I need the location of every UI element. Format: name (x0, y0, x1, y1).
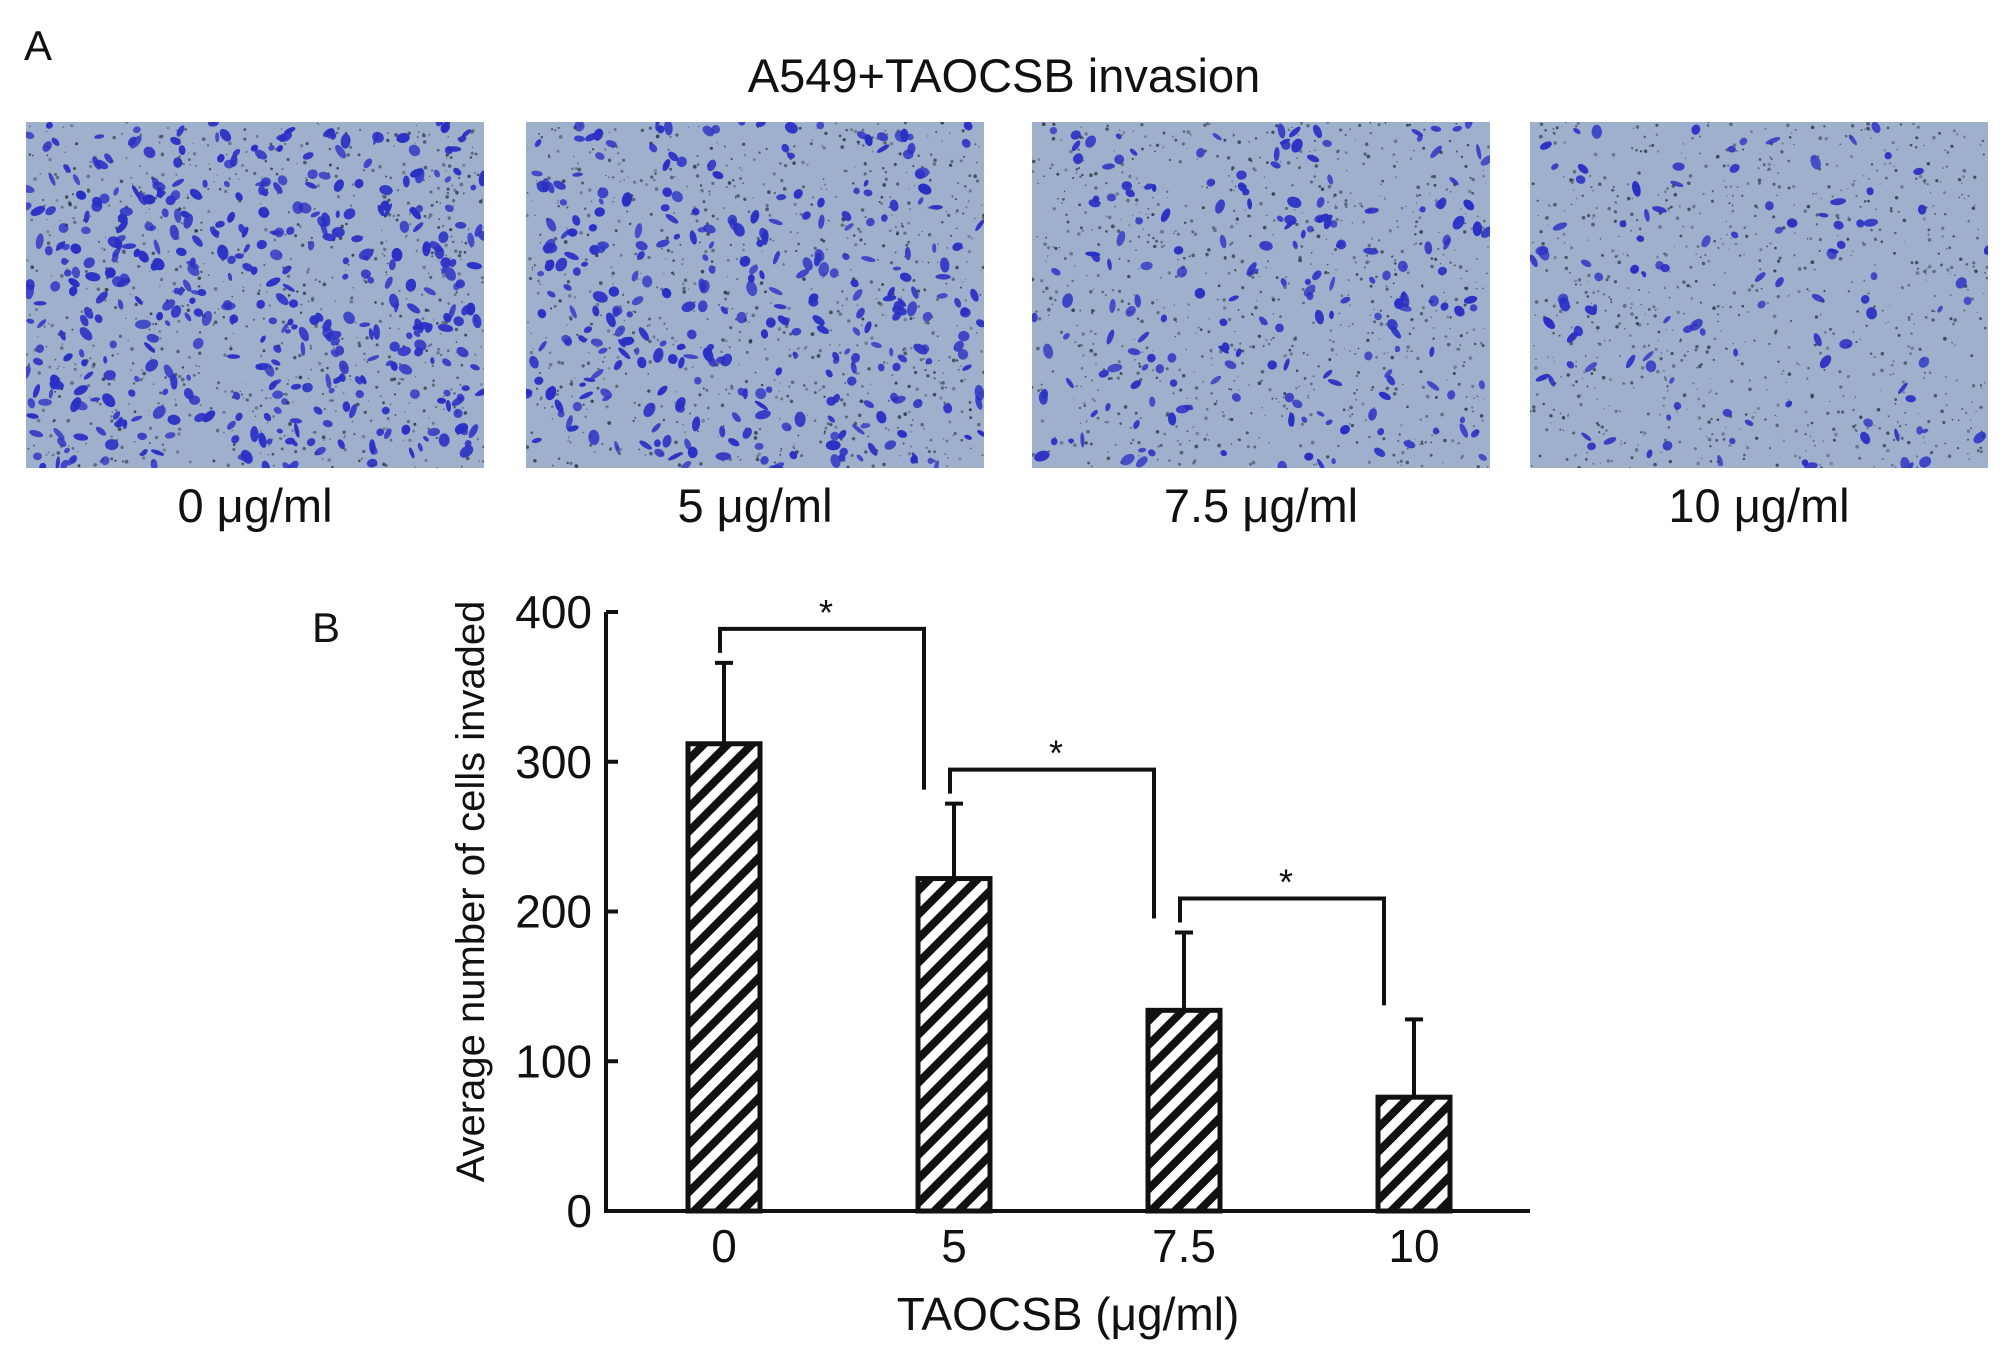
x-tick-label: 5 (941, 1220, 967, 1272)
y-tick-label: 300 (515, 736, 592, 788)
micrograph-2 (1032, 122, 1490, 468)
y-tick-label: 200 (515, 886, 592, 938)
significance-bracket (1178, 896, 1386, 1006)
micrograph-1 (526, 122, 984, 468)
micrograph-label-1: 5 μg/ml (677, 479, 833, 532)
y-tick-label: 0 (566, 1185, 592, 1237)
bar-7.5 (1145, 1007, 1223, 1214)
x-tick-label: 0 (711, 1220, 737, 1272)
y-tick-label: 100 (515, 1035, 592, 1087)
panel-a-letter: A (24, 22, 53, 69)
bar-5 (915, 876, 993, 1214)
x-tick-label: 10 (1388, 1220, 1439, 1272)
bar-10 (1375, 1094, 1453, 1214)
significance-label: * (1279, 861, 1293, 902)
significance-label: * (819, 592, 833, 633)
micrograph-3 (1530, 122, 1988, 468)
micrograph-label-0: 0 μg/ml (177, 479, 333, 532)
bar-0 (685, 741, 763, 1214)
micrograph-label-2: 7.5 μg/ml (1163, 479, 1359, 532)
y-axis-title: Average number of cells invaded (449, 601, 493, 1183)
significance-label: * (1049, 733, 1063, 774)
x-axis-title: TAOCSB (μg/ml) (897, 1288, 1240, 1340)
significance-bracket (718, 626, 926, 790)
micrograph-0 (26, 122, 484, 468)
x-tick-label: 7.5 (1152, 1220, 1216, 1272)
panel-a-title: A549+TAOCSB invasion (747, 49, 1261, 102)
significance-bracket (948, 767, 1156, 919)
micrograph-label-3: 10 μg/ml (1668, 479, 1850, 532)
y-tick-label: 400 (515, 586, 592, 638)
panel-b-letter: B (312, 604, 341, 651)
